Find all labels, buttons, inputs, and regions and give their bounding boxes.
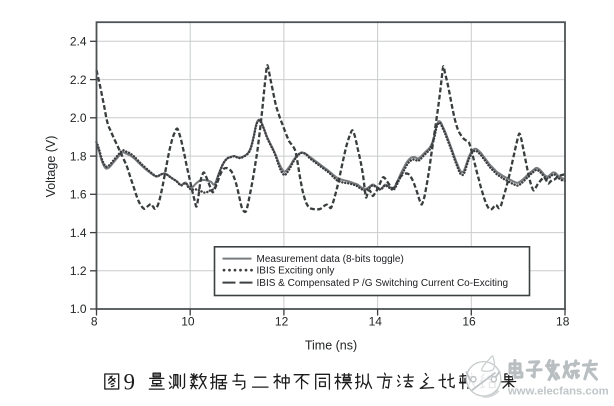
svg-text:8: 8 [91, 315, 98, 329]
svg-text:1.0: 1.0 [70, 302, 87, 316]
svg-text:10: 10 [181, 315, 195, 329]
svg-text:2.4: 2.4 [70, 35, 87, 49]
svg-text:Time (ns): Time (ns) [305, 339, 357, 353]
svg-text:1.8: 1.8 [70, 149, 87, 163]
svg-text:1.2: 1.2 [70, 264, 87, 278]
svg-text:12: 12 [275, 315, 289, 329]
svg-text:Measurement data (8-bits toggl: Measurement data (8-bits toggle) [257, 254, 404, 265]
svg-text:1.4: 1.4 [70, 226, 87, 240]
svg-text:2.0: 2.0 [70, 111, 87, 125]
svg-text:1.6: 1.6 [70, 188, 87, 202]
svg-text:www.elecfans.com: www.elecfans.com [507, 386, 609, 398]
svg-text:14: 14 [369, 315, 383, 329]
svg-text:Voltage (V): Voltage (V) [44, 136, 58, 198]
svg-text:2.2: 2.2 [70, 73, 87, 87]
svg-text:18: 18 [556, 315, 570, 329]
svg-text:16: 16 [462, 315, 476, 329]
svg-text:9: 9 [124, 370, 136, 395]
svg-text:IBIS Exciting only: IBIS Exciting only [257, 266, 335, 277]
svg-text:IBIS & Compensated P /G Switch: IBIS & Compensated P /G Switching Curren… [257, 278, 509, 289]
